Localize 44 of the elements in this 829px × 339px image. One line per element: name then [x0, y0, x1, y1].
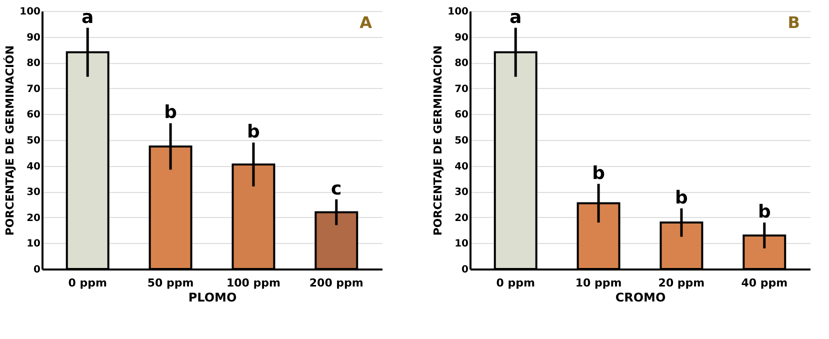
x-tick-label: 10 ppm [575, 276, 622, 290]
y-tick-label: 50 [26, 136, 41, 146]
x-tick-label: 20 ppm [658, 276, 705, 290]
y-axis-title: PORCENTAJE DE GERMINACIÓN [2, 45, 17, 236]
y-tick-label: 100 [20, 6, 41, 18]
y-tick-label: 80 [454, 58, 469, 70]
y-tick-label: 10 [454, 238, 469, 250]
annotation: c [331, 178, 342, 200]
y-tick-label: 80 [26, 58, 41, 70]
x-axis-title: PLOMO [188, 290, 237, 304]
x-tick-label: 40 ppm [741, 276, 788, 290]
x-axis-title: CROMO [615, 290, 666, 304]
y-tick-label: 90 [26, 32, 41, 44]
y-tick-label: 0 [462, 264, 469, 276]
y-tick-label: 40 [26, 161, 41, 172]
chart-title: B [788, 13, 800, 32]
x-tick-label: 100 ppm [226, 276, 280, 290]
x-tick-label: 0 ppm [496, 276, 535, 290]
y-tick-label: 40 [454, 161, 469, 172]
annotation: b [164, 102, 178, 124]
y-tick-label: 10 [26, 238, 41, 250]
y-axis-title: PORCENTAJE DE GERMINACIÓN [430, 45, 445, 236]
y-tick-label: 50 [454, 136, 469, 146]
annotation: a [82, 6, 94, 28]
annotation: b [675, 187, 688, 208]
y-tick-label: 70 [454, 84, 469, 95]
y-tick-label: 30 [26, 187, 41, 198]
y-tick-label: 60 [26, 110, 41, 121]
y-tick-label: 70 [26, 84, 41, 95]
y-tick-label: 90 [454, 32, 469, 44]
annotation: b [247, 122, 260, 143]
x-tick-label: 0 ppm [68, 276, 107, 290]
y-tick-label: 60 [454, 110, 469, 121]
annotation: b [592, 162, 606, 184]
y-tick-label: 20 [26, 212, 41, 224]
x-tick-label: 50 ppm [147, 276, 194, 290]
y-tick-label: 100 [448, 6, 469, 18]
annotation: b [758, 202, 771, 223]
chart-title: A [360, 13, 373, 32]
y-tick-label: 20 [454, 212, 469, 224]
annotation: a [510, 6, 522, 28]
x-tick-label: 200 ppm [309, 276, 364, 290]
y-tick-label: 0 [34, 264, 41, 276]
y-tick-label: 30 [454, 187, 469, 198]
